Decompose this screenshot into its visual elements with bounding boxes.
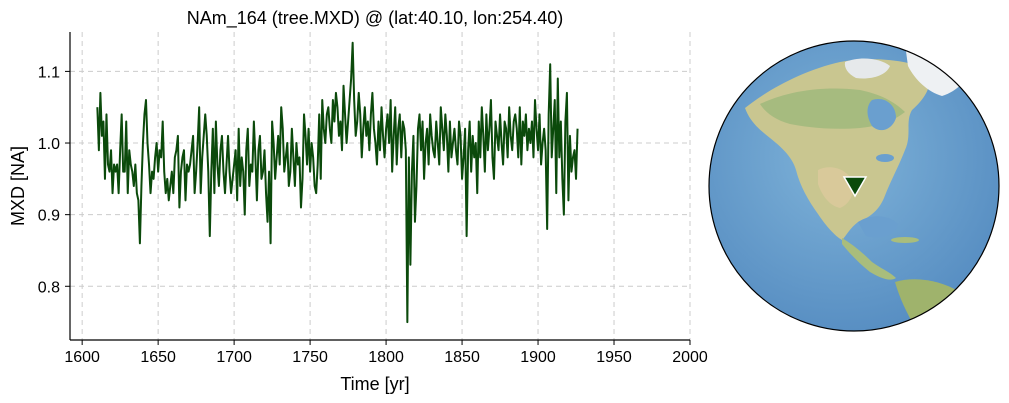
great-lakes [876, 154, 894, 162]
y-axis-label: MXD [NA] [8, 146, 28, 226]
arctic-islands [844, 58, 890, 79]
x-tick-label: 1950 [596, 349, 632, 366]
x-axis-ticks: 1600 1650 1700 1750 1800 1850 1900 1950 2000 [64, 340, 708, 366]
x-axis-label: Time [yr] [340, 374, 409, 394]
series-group [96, 41, 579, 324]
x-tick-label: 1850 [444, 349, 480, 366]
globe-outline [708, 40, 1000, 332]
chart-title: NAm_164 (tree.MXD) @ (lat:40.10, lon:254… [187, 8, 563, 29]
south-america-land [895, 279, 990, 331]
x-tick-label: 2000 [672, 349, 708, 366]
x-tick-label: 1750 [292, 349, 328, 366]
axes [69, 32, 690, 341]
site-marker-icon [842, 176, 868, 198]
central-america-land [842, 238, 896, 280]
y-axis-ticks: 0.8 0.9 1.0 1.1 [38, 64, 70, 296]
x-tick-label: 1900 [520, 349, 556, 366]
x-tick-label: 1800 [368, 349, 404, 366]
y-tick-label: 1.1 [38, 64, 60, 81]
x-tick-label: 1700 [216, 349, 252, 366]
x-tick-label: 1600 [64, 349, 100, 366]
x-tick-label: 1650 [140, 349, 176, 366]
y-tick-label: 0.8 [38, 279, 60, 296]
y-tick-label: 1.0 [38, 136, 60, 153]
line-chart: NAm_164 (tree.MXD) @ (lat:40.10, lon:254… [8, 8, 708, 394]
gulf-of-mexico [858, 216, 898, 238]
grid [70, 32, 691, 340]
hudson-bay [867, 98, 896, 131]
series-line-0 [96, 41, 579, 324]
cuba-island [891, 237, 919, 243]
y-tick-label: 0.9 [38, 208, 60, 225]
globe-map [708, 40, 1000, 332]
